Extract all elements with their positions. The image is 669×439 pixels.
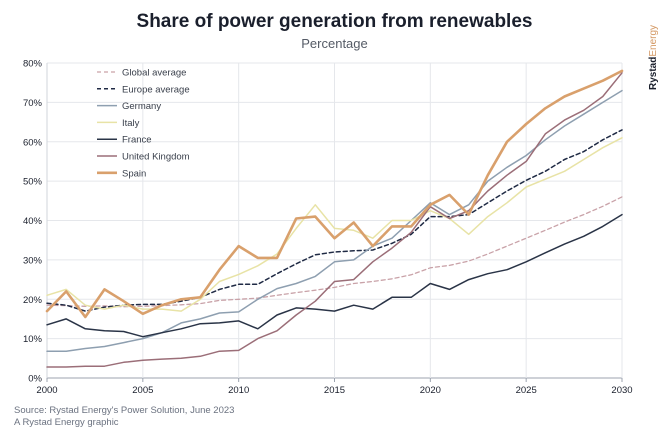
brand-part-2: Energy	[648, 24, 659, 57]
legend-label-france: France	[122, 135, 152, 146]
x-tick-label: 2010	[228, 385, 249, 396]
source-line-2: A Rystad Energy graphic	[14, 417, 119, 428]
legend-label-global-average: Global average	[122, 68, 186, 79]
series-line-germany	[46, 89, 623, 352]
x-tick-label: 2030	[611, 385, 632, 396]
y-tick-label: 0%	[28, 374, 42, 385]
series-line-global-average	[46, 196, 623, 308]
y-tick-label: 40%	[23, 216, 43, 227]
x-tick-label: 2020	[420, 385, 441, 396]
legend-label-italy: Italy	[122, 118, 140, 129]
y-tick-label: 70%	[23, 98, 43, 109]
y-tick-label: 60%	[23, 137, 43, 148]
brand-part-1: Rystad	[648, 56, 659, 90]
chart-title: Share of power generation from renewable…	[136, 11, 533, 32]
x-tick-label: 2015	[324, 385, 345, 396]
y-tick-label: 50%	[23, 177, 43, 188]
brand-logo: RystadEnergy	[648, 25, 659, 90]
x-tick-label: 2000	[36, 385, 57, 396]
legend-label-spain: Spain	[122, 168, 146, 179]
series-line-italy	[46, 137, 623, 312]
source-note: Source: Rystad Energy's Power Solution, …	[14, 405, 234, 429]
series-line-spain	[45, 69, 624, 319]
y-tick-label: 20%	[23, 295, 43, 306]
series-line-france	[46, 213, 623, 338]
x-tick-label: 2005	[132, 385, 153, 396]
series-line-europe-average	[46, 129, 623, 312]
x-tick-label: 2025	[516, 385, 537, 396]
chart-subtitle: Percentage	[301, 36, 368, 51]
legend-label-europe-average: Europe average	[122, 84, 190, 95]
source-line-1: Source: Rystad Energy's Power Solution, …	[14, 405, 235, 416]
y-tick-label: 80%	[23, 59, 43, 70]
legend-label-germany: Germany	[122, 101, 161, 112]
series-line-united-kingdom	[46, 72, 623, 368]
y-tick-label: 10%	[23, 334, 43, 345]
y-tick-label: 30%	[23, 255, 43, 266]
legend-label-united-kingdom: United Kingdom	[122, 152, 190, 163]
